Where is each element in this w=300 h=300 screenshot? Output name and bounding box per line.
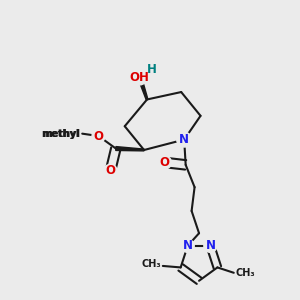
Circle shape	[104, 164, 117, 177]
Text: N: N	[179, 133, 189, 146]
Circle shape	[177, 132, 192, 147]
Text: N: N	[206, 239, 215, 252]
Text: H: H	[147, 63, 157, 76]
Text: O: O	[94, 130, 103, 142]
Text: CH₃: CH₃	[235, 268, 255, 278]
Circle shape	[158, 156, 171, 169]
Text: N: N	[183, 239, 193, 252]
Polygon shape	[116, 147, 144, 151]
Text: OH: OH	[130, 71, 149, 84]
Text: CH₃: CH₃	[142, 259, 161, 269]
Text: O: O	[160, 156, 170, 169]
Text: methyl: methyl	[43, 129, 81, 139]
Text: O: O	[106, 164, 116, 177]
Circle shape	[132, 70, 147, 85]
Circle shape	[204, 239, 217, 252]
Polygon shape	[138, 76, 148, 100]
Circle shape	[181, 239, 194, 252]
Circle shape	[92, 130, 105, 142]
Text: methyl: methyl	[42, 129, 80, 139]
